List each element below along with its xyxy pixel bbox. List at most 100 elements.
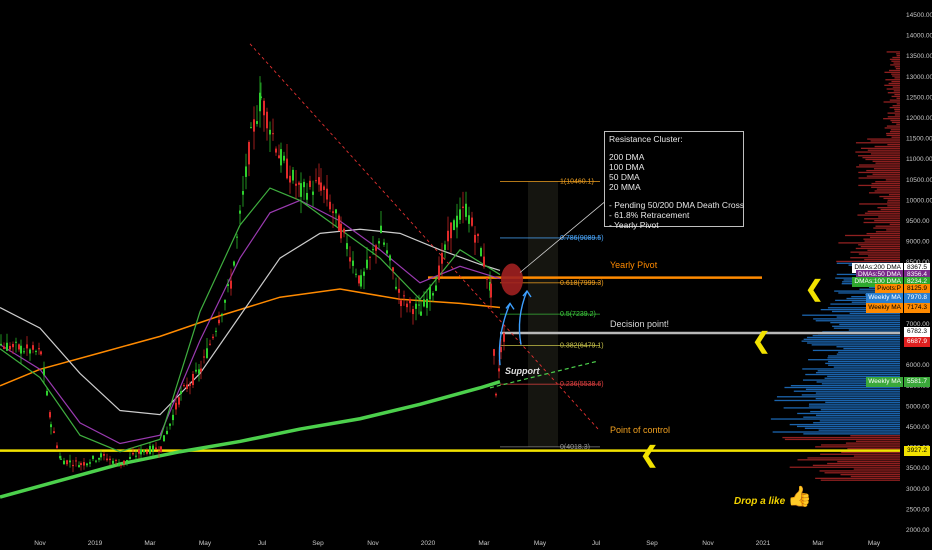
candle-body — [178, 397, 180, 405]
volume-bar — [892, 86, 900, 88]
candle-body — [477, 234, 479, 237]
y-tick-label: 13500.00 — [906, 53, 932, 60]
volume-bar — [860, 147, 900, 149]
volume-bar — [890, 64, 900, 66]
volume-bar — [863, 221, 900, 224]
volume-bar — [817, 370, 900, 372]
candle-body — [233, 261, 235, 266]
volume-bar — [836, 346, 900, 348]
candle-body — [103, 454, 105, 456]
cluster-title: Resistance Cluster: — [609, 134, 683, 144]
volume-bar — [863, 238, 900, 240]
volume-bar — [866, 169, 900, 172]
cluster-item: 200 DMA — [609, 152, 645, 162]
candle-body — [303, 181, 305, 188]
volume-bar — [828, 360, 900, 363]
support-trend-line — [489, 360, 599, 389]
candle-body — [215, 330, 217, 332]
candle-body — [98, 458, 100, 460]
volume-bar — [850, 435, 900, 437]
candle-body — [272, 133, 274, 135]
candle-body — [450, 222, 452, 239]
volume-bar — [865, 158, 900, 161]
candle-body — [186, 384, 188, 389]
candle-body — [23, 351, 25, 353]
volume-bar — [774, 399, 900, 402]
volume-bar — [832, 310, 900, 313]
volume-bar — [820, 409, 900, 411]
volume-bar — [894, 66, 900, 68]
volume-bar — [804, 427, 900, 429]
volume-bar — [891, 95, 900, 98]
candle-body — [275, 148, 277, 153]
volume-bar — [871, 186, 900, 188]
candle-body — [420, 311, 422, 316]
volume-bar — [813, 422, 900, 424]
candle-body — [453, 220, 455, 231]
volume-bar — [890, 119, 900, 122]
candle-body — [320, 182, 322, 191]
volume-bar — [827, 375, 900, 378]
volume-bar — [830, 303, 900, 305]
candle-body — [278, 155, 280, 159]
y-tick-label: 12000.00 — [906, 115, 932, 122]
volume-bar — [836, 260, 900, 263]
candle-body — [146, 451, 148, 454]
candle-body — [363, 271, 365, 276]
x-tick-label: Nov — [34, 540, 46, 547]
y-tick-label: 4500.00 — [906, 424, 930, 431]
volume-bar — [855, 247, 900, 250]
volume-bar — [808, 403, 900, 405]
volume-bar — [808, 405, 900, 407]
candle-body — [462, 206, 464, 208]
candle-body — [398, 288, 400, 293]
volume-bar — [873, 227, 900, 229]
volume-bar — [841, 451, 900, 454]
volume-bar — [886, 125, 900, 127]
candle-body — [406, 303, 408, 308]
cluster-note: - Yearly Pivot — [609, 220, 659, 230]
candle-body — [72, 464, 74, 467]
ma-200-dma-line — [0, 228, 501, 416]
candle-body — [248, 142, 250, 165]
candle-body — [474, 234, 476, 243]
candle-body — [160, 446, 162, 452]
thumbs-up-icon[interactable]: 👍 — [787, 486, 812, 508]
volume-bar — [873, 168, 900, 170]
volume-bar — [849, 312, 900, 314]
candle-body — [115, 459, 117, 461]
candle-body — [378, 241, 380, 244]
price-tag-value: 3927.2 — [904, 445, 930, 456]
candle-body — [180, 391, 182, 394]
price-tag-value: 5581.7 — [904, 377, 930, 388]
support-label: Support — [505, 366, 540, 376]
volume-bar — [858, 253, 900, 255]
candle-body — [50, 424, 52, 428]
projection-arrow — [518, 290, 528, 345]
candle-body — [429, 286, 431, 300]
volume-bar — [878, 216, 900, 218]
volume-bar — [887, 116, 900, 118]
volume-bar — [858, 171, 900, 174]
volume-bar — [818, 429, 900, 431]
volume-bar — [896, 103, 900, 105]
volume-bar — [812, 464, 900, 467]
candle-body — [26, 344, 28, 349]
volume-bar — [803, 338, 900, 340]
candle-body — [423, 299, 425, 307]
fib-level-label: 0.382(6479.1) — [560, 342, 604, 349]
x-tick-label: Jul — [258, 540, 267, 547]
candle-body — [415, 303, 417, 309]
volume-bar — [887, 199, 900, 201]
volume-bar — [815, 320, 900, 322]
y-tick-label: 12500.00 — [906, 94, 932, 101]
candle-body — [360, 275, 362, 287]
projection-arrow-head — [505, 302, 515, 310]
volume-bar — [864, 218, 900, 220]
y-tick-label: 11500.00 — [906, 136, 932, 143]
candle-body — [329, 201, 331, 210]
volume-bar — [813, 318, 900, 320]
x-tick-label: Sep — [312, 540, 324, 547]
volume-bar — [875, 225, 900, 227]
